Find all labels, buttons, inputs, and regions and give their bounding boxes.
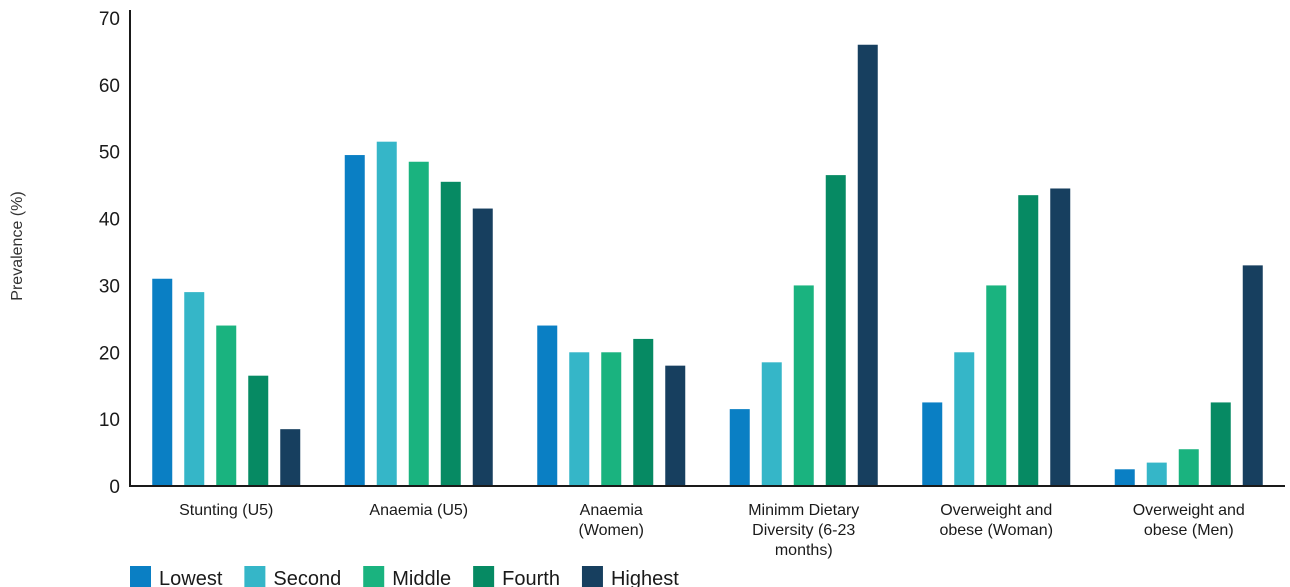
legend-label-middle: Middle	[392, 568, 451, 587]
category-label: Overweight and	[1133, 502, 1245, 519]
legend-swatch-second	[244, 566, 266, 587]
y-tick-label: 30	[99, 276, 120, 297]
bar-fourth-6	[1210, 402, 1231, 486]
bar-lowest-2	[344, 155, 365, 487]
bar-second-1	[184, 292, 205, 486]
legend-swatch-highest	[581, 566, 603, 587]
bar-fourth-1	[248, 375, 269, 486]
bar-lowest-6	[1114, 469, 1135, 486]
category-label: Anaemia (U5)	[369, 502, 468, 519]
y-tick-label: 50	[99, 143, 120, 164]
legend-label-highest: Highest	[611, 568, 679, 587]
category-label: obese (Woman)	[939, 522, 1053, 539]
legend-label-second: Second	[273, 568, 341, 587]
bar-fourth-3	[633, 338, 654, 486]
bar-middle-3	[601, 352, 622, 486]
category-label: Overweight and	[940, 502, 1052, 519]
legend-swatch-fourth	[473, 566, 495, 587]
bar-lowest-3	[537, 325, 558, 486]
legend-label-lowest: Lowest	[159, 568, 223, 587]
y-axis-ticks: 0 10 20 30 40 50 60 70	[99, 9, 120, 498]
category-label: Anaemia	[580, 502, 643, 519]
bar-fourth-5	[1018, 195, 1039, 486]
bar-middle-6	[1178, 449, 1199, 486]
bars	[152, 44, 1263, 487]
y-axis-title: Prevalence (%)	[9, 191, 26, 300]
category-label: (Women)	[579, 522, 645, 539]
bar-highest-6	[1242, 265, 1263, 486]
y-tick-label: 40	[99, 210, 120, 231]
category-label: Diversity (6-23	[752, 522, 855, 539]
bar-middle-2	[408, 161, 429, 486]
bar-middle-4	[793, 285, 814, 486]
bar-lowest-4	[729, 409, 750, 486]
y-tick-label: 0	[109, 477, 120, 498]
bar-highest-3	[665, 365, 686, 486]
bar-highest-2	[472, 208, 493, 487]
bar-fourth-2	[440, 181, 461, 487]
category-label: obese (Men)	[1144, 522, 1234, 539]
bar-lowest-5	[922, 402, 943, 486]
bar-fourth-4	[825, 175, 846, 486]
y-tick-label: 70	[99, 9, 120, 30]
bar-lowest-1	[152, 278, 173, 486]
bar-second-4	[761, 362, 782, 486]
bar-highest-5	[1050, 188, 1071, 486]
bar-middle-1	[216, 325, 237, 486]
y-tick-label: 60	[99, 76, 120, 97]
bar-middle-5	[986, 285, 1007, 486]
bar-second-3	[569, 352, 590, 486]
legend: Lowest Second Middle Fourth Highest	[130, 566, 679, 587]
category-labels: Stunting (U5) Anaemia (U5) Anaemia (Women) M…	[179, 502, 1245, 559]
bar-highest-4	[857, 44, 878, 486]
bar-second-5	[954, 352, 975, 486]
category-label: months)	[775, 542, 833, 559]
bar-highest-1	[280, 429, 301, 486]
y-tick-label: 20	[99, 343, 120, 364]
bar-second-2	[376, 141, 397, 486]
legend-label-fourth: Fourth	[502, 568, 560, 587]
axes	[129, 10, 1285, 487]
bar-second-6	[1146, 462, 1167, 486]
y-tick-label: 10	[99, 410, 120, 431]
legend-swatch-middle	[363, 566, 385, 587]
category-label: Minimm Dietary	[748, 502, 859, 519]
category-label: Stunting (U5)	[179, 502, 273, 519]
y-axis-title-group: Prevalence (%)	[9, 191, 26, 300]
legend-swatch-lowest	[130, 566, 151, 587]
